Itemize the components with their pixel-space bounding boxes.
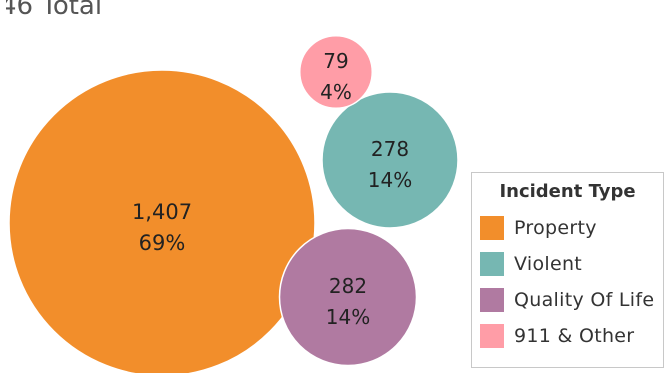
bubble-value-label-violent: 278 — [371, 137, 409, 161]
chart-title: 46 Total — [0, 0, 103, 21]
legend-title: Incident Type — [499, 181, 636, 202]
bubble-percent-label-property: 69% — [139, 231, 186, 255]
legend-swatch-911-other — [480, 324, 504, 348]
legend-swatch-quality-of-life — [480, 288, 504, 312]
bubble-percent-label-quality-of-life: 14% — [326, 305, 370, 329]
bubble-circle-911-other[interactable] — [298, 34, 374, 110]
legend-label-quality-of-life: Quality Of Life — [514, 289, 655, 311]
legend-swatch-violent — [480, 252, 504, 276]
legend-item-quality-of-life[interactable]: Quality Of Life — [480, 286, 654, 314]
bubble-value-label-quality-of-life: 282 — [329, 274, 367, 298]
legend-label-property: Property — [514, 217, 597, 239]
bubble-911-other[interactable]: 794% — [298, 34, 374, 110]
bubble-circle-quality-of-life[interactable] — [278, 227, 418, 367]
legend-swatch-property — [480, 216, 504, 240]
bubble-percent-label-violent: 14% — [368, 168, 412, 192]
legend-item-property[interactable]: Property — [480, 214, 597, 242]
bubble-value-label-property: 1,407 — [132, 200, 192, 224]
bubble-property[interactable]: 1,407 69% — [8, 69, 316, 373]
bubble-value-label-911-other: 79 — [323, 49, 348, 73]
bubble-percent-label-911-other: 4% — [320, 80, 352, 104]
bubble-circle-violent[interactable] — [321, 91, 459, 229]
bubble-circle-property[interactable] — [8, 69, 316, 373]
legend: Incident Type Property Violent Quality O… — [471, 172, 664, 368]
legend-label-911-other: 911 & Other — [514, 325, 635, 347]
legend-label-violent: Violent — [514, 253, 583, 275]
legend-item-violent[interactable]: Violent — [480, 250, 582, 278]
legend-item-911-other[interactable]: 911 & Other — [480, 322, 634, 350]
